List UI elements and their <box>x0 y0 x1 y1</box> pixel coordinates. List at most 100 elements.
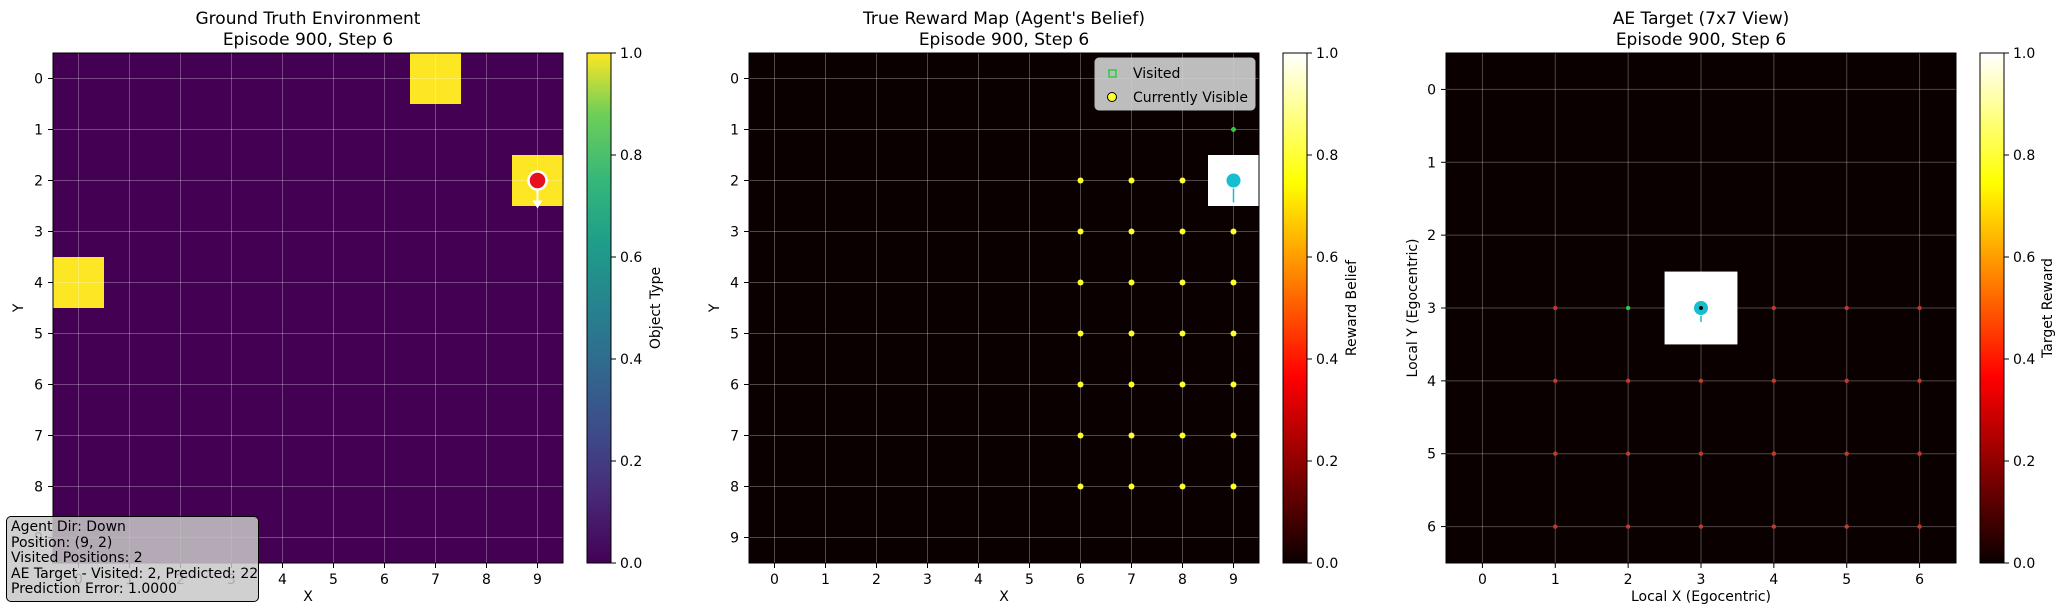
agent-marker-center <box>1699 306 1703 310</box>
predicted-point <box>1917 378 1922 384</box>
panel1-cbar-tick-label: 0.8 <box>620 148 642 164</box>
panel1-ytick-label: 0 <box>34 72 43 88</box>
visible-point <box>1128 483 1135 490</box>
predicted-point <box>1771 305 1777 311</box>
panel1-ytick-label: 6 <box>34 378 43 394</box>
predicted-point <box>1553 378 1558 384</box>
predicted-point <box>1698 524 1704 529</box>
visible-point <box>1179 177 1186 184</box>
panel1-cbar-tick-label: 1.0 <box>620 46 642 62</box>
panel3-title-line2: Episode 900, Step 6 <box>1616 30 1786 50</box>
predicted-point <box>1917 451 1922 456</box>
visible-point <box>1077 432 1084 439</box>
visited-point <box>1231 127 1236 132</box>
visible-point <box>1179 279 1186 286</box>
visible-point <box>1230 330 1237 337</box>
legend-box <box>1094 57 1256 111</box>
panel2-title-line2: Episode 900, Step 6 <box>919 30 1089 50</box>
panel2-ytick-label: 6 <box>730 378 739 394</box>
predicted-point <box>1553 451 1558 456</box>
panel2-xlabel: X <box>999 589 1009 605</box>
panel2-ytick-label: 2 <box>730 174 739 190</box>
panel1-ylabel: Y <box>11 303 27 313</box>
panel2-xtick-label: 8 <box>1178 572 1187 588</box>
panel2-heatmap-bg <box>749 53 1259 563</box>
visible-point <box>1077 483 1084 490</box>
panel3-cbar-tick-label: 0.0 <box>2013 556 2035 572</box>
panel1-xtick-label: 5 <box>329 572 338 588</box>
panel1-colorbar <box>586 52 612 564</box>
panel2-cbar-tick-label: 0.0 <box>1316 556 1338 572</box>
panel2-cbar-tick-label: 0.6 <box>1316 250 1338 266</box>
panel3-xtick-label: 3 <box>1697 572 1706 588</box>
predicted-point <box>1625 451 1631 456</box>
panel3-ylabel: Local Y (Egocentric) <box>1405 239 1421 378</box>
legend-visited-icon <box>1108 69 1117 78</box>
panel1-xtick-label: 9 <box>533 572 542 588</box>
agent-marker-cyan <box>1226 173 1241 188</box>
legend-visible-icon <box>1107 92 1117 102</box>
panel2-cbar-tick-label: 0.2 <box>1316 454 1338 470</box>
panel1-ytick-label: 4 <box>34 276 43 292</box>
predicted-point <box>1844 451 1849 456</box>
visible-point <box>1179 228 1186 235</box>
predicted-point <box>1698 378 1704 384</box>
panel2-cbar-tick-label: 1.0 <box>1316 46 1338 62</box>
panel2-ytick-label: 0 <box>730 72 739 88</box>
chart-layer: 0 1 2 3 4 5 6 7 8 9 0 1 2 3 4 5 6 7 8 9 0.0 0.2 0.4 0.6 0.8 1.0 0 1… <box>34 46 2035 588</box>
panel2-frame <box>748 52 1260 564</box>
info-visited-positions: Visited Positions: 2 <box>11 550 143 566</box>
panel3-xtick-label: 1 <box>1551 572 1560 588</box>
panel1-xtick-label: 8 <box>482 572 491 588</box>
info-position: Position: (9, 2) <box>11 534 113 551</box>
predicted-point <box>1917 524 1922 529</box>
panel3-xtick-label: 6 <box>1915 572 1924 588</box>
panel3-ytick-label: 1 <box>1427 155 1436 171</box>
visible-point <box>1179 330 1186 337</box>
panel2-xtick-label: 4 <box>974 572 983 588</box>
panel1-xlabel: X <box>303 589 313 605</box>
predicted-point <box>1844 305 1849 311</box>
panel1-cbar-tick-label: 0.4 <box>620 352 642 368</box>
panel3-cbar-tick-label: 0.6 <box>2013 250 2035 266</box>
visible-point <box>1230 279 1237 286</box>
panel2-title-line1: True Reward Map (Agent's Belief) <box>862 9 1145 29</box>
agent-direction-arrowhead <box>532 200 543 209</box>
panel2-ytick-label: 7 <box>730 429 739 445</box>
panel3-xtick-label: 4 <box>1769 572 1778 588</box>
visible-point <box>1230 483 1237 490</box>
panel1-ytick-label: 8 <box>34 480 43 496</box>
panel1-xtick-label: 4 <box>278 572 287 588</box>
panel3-cbar-tick-label: 0.8 <box>2013 148 2035 164</box>
panel1-ytick-label: 2 <box>34 174 43 190</box>
panel1-xtick-label: 7 <box>431 572 440 588</box>
visited-point <box>1625 305 1631 311</box>
panel1-cbar-tick-label: 0.2 <box>620 454 642 470</box>
panel1-cbar-tick-label: 0.6 <box>620 250 642 266</box>
panel2-ytick-label: 3 <box>730 225 739 241</box>
panel1-title-line2: Episode 900, Step 6 <box>223 30 393 50</box>
visible-point <box>1230 228 1237 235</box>
panel3-ytick-label: 0 <box>1427 82 1436 98</box>
panel3-xtick-label: 5 <box>1842 572 1851 588</box>
visible-point <box>1077 177 1084 184</box>
visible-point <box>1179 483 1186 490</box>
predicted-point <box>1553 524 1558 529</box>
panel3-ytick-label: 5 <box>1427 447 1436 463</box>
legend-visible-label: Currently Visible <box>1133 90 1248 106</box>
panel2-xtick-label: 0 <box>770 572 779 588</box>
visible-point <box>1128 432 1135 439</box>
visible-point <box>1077 381 1084 388</box>
panel3-ytick-label: 2 <box>1427 228 1436 244</box>
predicted-point <box>1553 305 1558 311</box>
visible-point <box>1077 228 1084 235</box>
panel3-title-line1: AE Target (7x7 View) <box>1613 9 1789 29</box>
visible-point <box>1128 330 1135 337</box>
panel1-cell-0-4 <box>53 257 104 308</box>
panel3-xtick-label: 2 <box>1624 572 1633 588</box>
info-agent-dir: Agent Dir: Down <box>11 519 126 535</box>
predicted-point <box>1844 378 1849 384</box>
visible-point <box>1128 228 1135 235</box>
visible-point <box>1230 381 1237 388</box>
